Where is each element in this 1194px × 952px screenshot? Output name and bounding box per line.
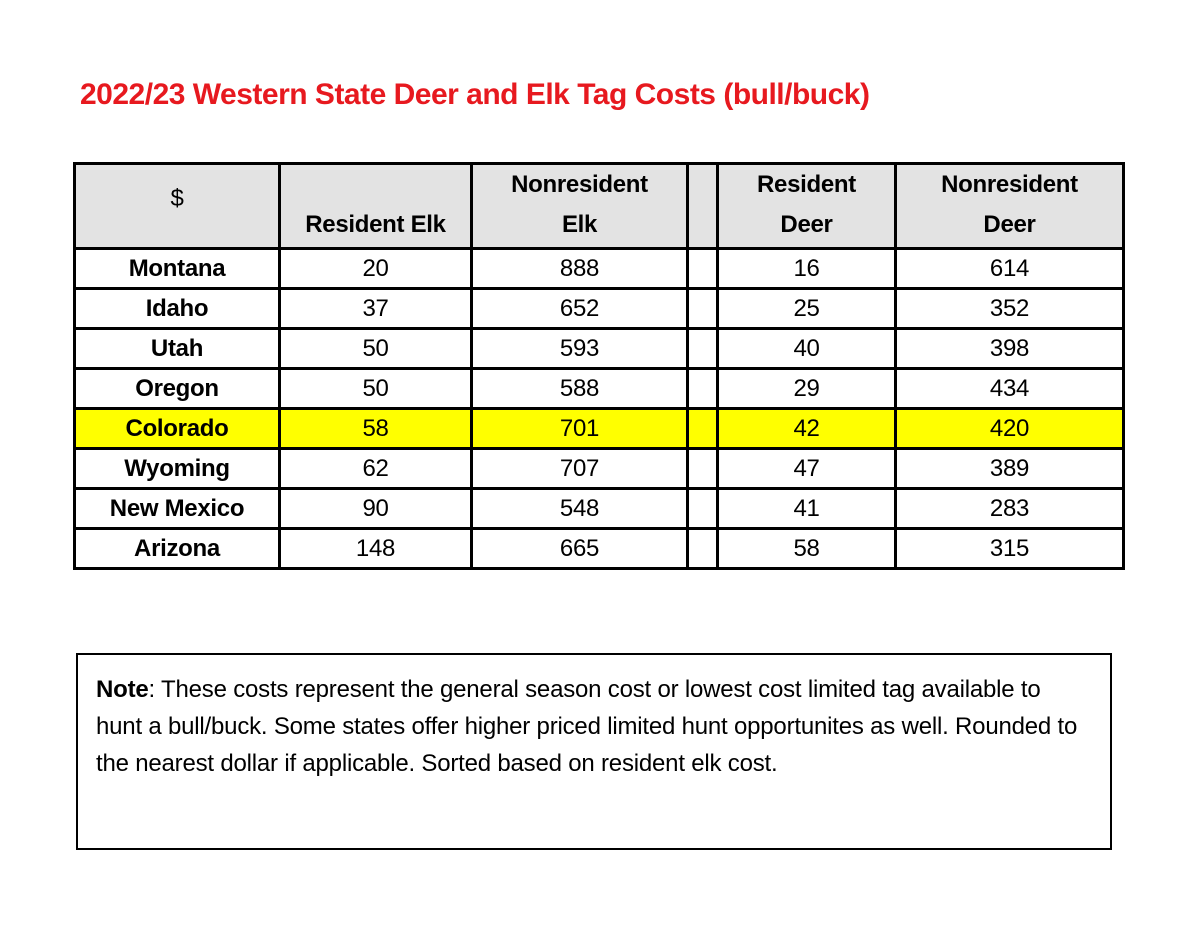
cell-nonresident-elk: 888 [470,247,689,290]
spacer-cell [686,367,719,410]
cell-nonresident-elk: 593 [470,327,689,370]
spacer-cell [686,447,719,490]
cell-resident-elk: 50 [278,327,473,370]
cell-nonresident-deer: 283 [894,487,1125,530]
cell-resident-elk: 62 [278,447,473,490]
cell-state: Utah [73,327,281,370]
cell-resident-deer: 29 [716,367,897,410]
spacer-cell [686,487,719,530]
cell-nonresident-deer: 315 [894,527,1125,570]
header-resident-deer: Resident Deer [716,162,897,250]
cell-resident-elk: 37 [278,287,473,330]
cell-resident-deer: 42 [716,407,897,450]
spacer-cell [686,247,719,290]
header-nonresident-deer: Nonresident Deer [894,162,1125,250]
cell-nonresident-elk: 701 [470,407,689,450]
note-box: Note: These costs represent the general … [76,653,1112,850]
cell-nonresident-elk: 707 [470,447,689,490]
cell-state: Idaho [73,287,281,330]
spacer-cell [686,327,719,370]
table-row: Arizona 148 665 58 315 [73,527,1125,570]
table-row: Wyoming 62 707 47 389 [73,447,1125,490]
cell-resident-deer: 47 [716,447,897,490]
cell-nonresident-deer: 352 [894,287,1125,330]
cell-nonresident-deer: 398 [894,327,1125,370]
table-row: Utah 50 593 40 398 [73,327,1125,370]
cell-resident-elk: 90 [278,487,473,530]
table-row: Oregon 50 588 29 434 [73,367,1125,410]
cell-state: New Mexico [73,487,281,530]
spacer-cell [686,287,719,330]
spacer-cell [686,407,719,450]
cell-nonresident-deer: 614 [894,247,1125,290]
cell-nonresident-deer: 434 [894,367,1125,410]
header-row: $ Resident Elk Nonresident Elk Resident … [73,162,1125,250]
cell-nonresident-elk: 652 [470,287,689,330]
header-resident-elk: Resident Elk [278,162,473,250]
cell-state: Montana [73,247,281,290]
cell-nonresident-deer: 420 [894,407,1125,450]
cell-resident-deer: 41 [716,487,897,530]
note-body: : These costs represent the general seas… [96,676,1078,777]
cell-resident-deer: 16 [716,247,897,290]
note-text: Note: These costs represent the general … [96,671,1092,782]
cell-resident-elk: 50 [278,367,473,410]
cell-state: Oregon [73,367,281,410]
cell-nonresident-elk: 548 [470,487,689,530]
note-label: Note [96,676,149,703]
cell-nonresident-deer: 389 [894,447,1125,490]
table-row: Montana 20 888 16 614 [73,247,1125,290]
cell-state: Wyoming [73,447,281,490]
cell-nonresident-elk: 665 [470,527,689,570]
cell-resident-deer: 25 [716,287,897,330]
spacer-column-header [686,162,719,250]
cell-resident-deer: 58 [716,527,897,570]
cell-resident-elk: 20 [278,247,473,290]
table-row-highlighted: Colorado 58 701 42 420 [73,407,1125,450]
tag-cost-table: $ Resident Elk Nonresident Elk Resident … [73,162,1125,570]
table-row: New Mexico 90 548 41 283 [73,487,1125,530]
header-nonresident-elk: Nonresident Elk [470,162,689,250]
spacer-cell [686,527,719,570]
cell-state: Colorado [73,407,281,450]
cell-resident-elk: 148 [278,527,473,570]
corner-dollar-header: $ [73,162,281,250]
table-row: Idaho 37 652 25 352 [73,287,1125,330]
page-title: 2022/23 Western State Deer and Elk Tag C… [80,78,870,111]
cell-resident-deer: 40 [716,327,897,370]
cell-resident-elk: 58 [278,407,473,450]
cell-nonresident-elk: 588 [470,367,689,410]
cell-state: Arizona [73,527,281,570]
